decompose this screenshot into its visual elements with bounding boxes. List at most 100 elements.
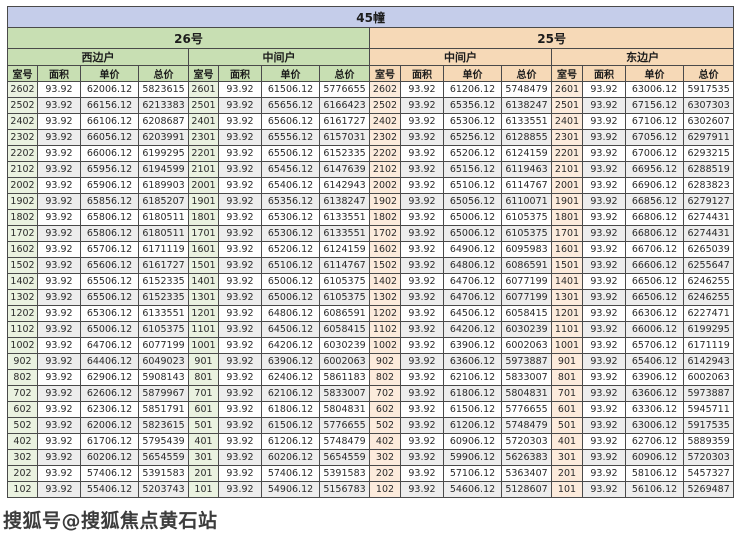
- table-row: 502 93.92 62006.12 5823615 501 93.92 61506.12 5…: [7, 417, 735, 434]
- table-row: 1602 93.92 65706.12 6171119 1601 93.92 65206.1…: [7, 241, 735, 258]
- area-cell: 93.92: [582, 113, 626, 130]
- area-cell: 93.92: [400, 449, 444, 466]
- area-cell: 93.92: [582, 465, 626, 482]
- area-cell: 93.92: [218, 209, 262, 226]
- total-price-cell: 6142943: [682, 353, 735, 370]
- unit-price-cell: 60906.12: [443, 433, 502, 450]
- unit-price-cell: 65606.12: [261, 113, 320, 130]
- total-price-cell: 6110071: [501, 193, 552, 210]
- total-price-cell: 5917535: [682, 81, 735, 98]
- area-cell: 93.92: [400, 193, 444, 210]
- room-cell: 2202: [369, 145, 401, 162]
- room-cell: 1801: [551, 209, 583, 226]
- total-price-cell: 6152335: [319, 145, 370, 162]
- column-header: 室号: [188, 65, 219, 82]
- unit-price-cell: 61706.12: [80, 433, 139, 450]
- area-cell: 93.92: [37, 289, 81, 306]
- room-cell: 301: [188, 449, 219, 466]
- total-price-cell: 6114767: [501, 177, 552, 194]
- room-cell: 1601: [551, 241, 583, 258]
- unit-price-cell: 67056.12: [625, 129, 684, 146]
- unit-price-cell: 65156.12: [443, 161, 502, 178]
- area-cell: 93.92: [582, 481, 626, 498]
- room-cell: 1701: [551, 225, 583, 242]
- area-cell: 93.92: [37, 305, 81, 322]
- area-cell: 93.92: [582, 273, 626, 290]
- room-cell: 1501: [188, 257, 219, 274]
- table-row: 102 93.92 55406.12 5203743 101 93.92 54906.12 5…: [7, 481, 735, 498]
- total-price-cell: 5851791: [138, 401, 189, 418]
- area-cell: 93.92: [218, 433, 262, 450]
- column-header: 单价: [80, 65, 139, 82]
- room-cell: 601: [188, 401, 219, 418]
- total-price-cell: 5457327: [682, 465, 735, 482]
- column-header: 面积: [37, 65, 81, 82]
- column-header: 室号: [369, 65, 401, 82]
- total-price-cell: 6086591: [501, 257, 552, 274]
- total-price-cell: 6105375: [319, 289, 370, 306]
- table-row: 602 93.92 62306.12 5851791 601 93.92 61806.12 5…: [7, 401, 735, 418]
- total-price-cell: 6133551: [138, 305, 189, 322]
- room-cell: 901: [188, 353, 219, 370]
- room-cell: 1402: [7, 273, 38, 290]
- area-cell: 93.92: [218, 257, 262, 274]
- room-cell: 102: [7, 481, 38, 498]
- unit-price-cell: 60206.12: [261, 449, 320, 466]
- area-cell: 93.92: [37, 481, 81, 498]
- room-cell: 2101: [188, 161, 219, 178]
- room-cell: 2201: [551, 145, 583, 162]
- room-cell: 2002: [7, 177, 38, 194]
- total-price-cell: 6180511: [138, 209, 189, 226]
- unit-price-cell: 65656.12: [261, 97, 320, 114]
- room-cell: 2602: [7, 81, 38, 98]
- room-cell: 2001: [188, 177, 219, 194]
- unit-type-middle-header-26: 中间户: [188, 48, 370, 66]
- area-cell: 93.92: [37, 465, 81, 482]
- area-cell: 93.92: [582, 417, 626, 434]
- room-cell: 501: [551, 417, 583, 434]
- room-cell: 801: [188, 369, 219, 386]
- room-cell: 1201: [551, 305, 583, 322]
- area-cell: 93.92: [218, 129, 262, 146]
- unit-price-cell: 57106.12: [443, 465, 502, 482]
- total-price-cell: 6124159: [319, 241, 370, 258]
- unit-price-cell: 65006.12: [443, 225, 502, 242]
- room-cell: 2302: [7, 129, 38, 146]
- table-row: 2002 93.92 65906.12 6189903 2001 93.92 65406.1…: [7, 177, 735, 194]
- unit-price-cell: 65806.12: [80, 225, 139, 242]
- table-row: 1702 93.92 65806.12 6180511 1701 93.92 65306.1…: [7, 225, 735, 242]
- room-cell: 1702: [7, 225, 38, 242]
- room-cell: 1302: [369, 289, 401, 306]
- area-cell: 93.92: [218, 337, 262, 354]
- room-cell: 1201: [188, 305, 219, 322]
- area-cell: 93.92: [400, 401, 444, 418]
- total-price-cell: 6297911: [682, 129, 735, 146]
- total-price-cell: 6147639: [319, 161, 370, 178]
- total-price-cell: 6213383: [138, 97, 189, 114]
- total-price-cell: 6288519: [682, 161, 735, 178]
- unit-price-cell: 66156.12: [80, 97, 139, 114]
- unit-price-cell: 66856.12: [625, 193, 684, 210]
- room-cell: 302: [369, 449, 401, 466]
- area-cell: 93.92: [37, 353, 81, 370]
- area-cell: 93.92: [37, 81, 81, 98]
- total-price-cell: 5776655: [319, 81, 370, 98]
- unit-price-cell: 66956.12: [625, 161, 684, 178]
- total-price-cell: 6246255: [682, 273, 735, 290]
- total-price-cell: 6171119: [682, 337, 735, 354]
- unit-price-cell: 61206.12: [443, 417, 502, 434]
- room-cell: 2602: [369, 81, 401, 98]
- total-price-cell: 5889359: [682, 433, 735, 450]
- unit-price-cell: 65556.12: [261, 129, 320, 146]
- unit-price-cell: 65206.12: [443, 145, 502, 162]
- unit-price-cell: 65006.12: [443, 209, 502, 226]
- area-cell: 93.92: [400, 321, 444, 338]
- area-cell: 93.92: [37, 161, 81, 178]
- table-row: 2202 93.92 66006.12 6199295 2201 93.92 65506.1…: [7, 145, 735, 162]
- room-cell: 401: [188, 433, 219, 450]
- total-price-cell: 6208687: [138, 113, 189, 130]
- column-header: 单价: [443, 65, 502, 82]
- area-cell: 93.92: [218, 241, 262, 258]
- total-price-cell: 5776655: [319, 417, 370, 434]
- total-price-cell: 6119463: [501, 161, 552, 178]
